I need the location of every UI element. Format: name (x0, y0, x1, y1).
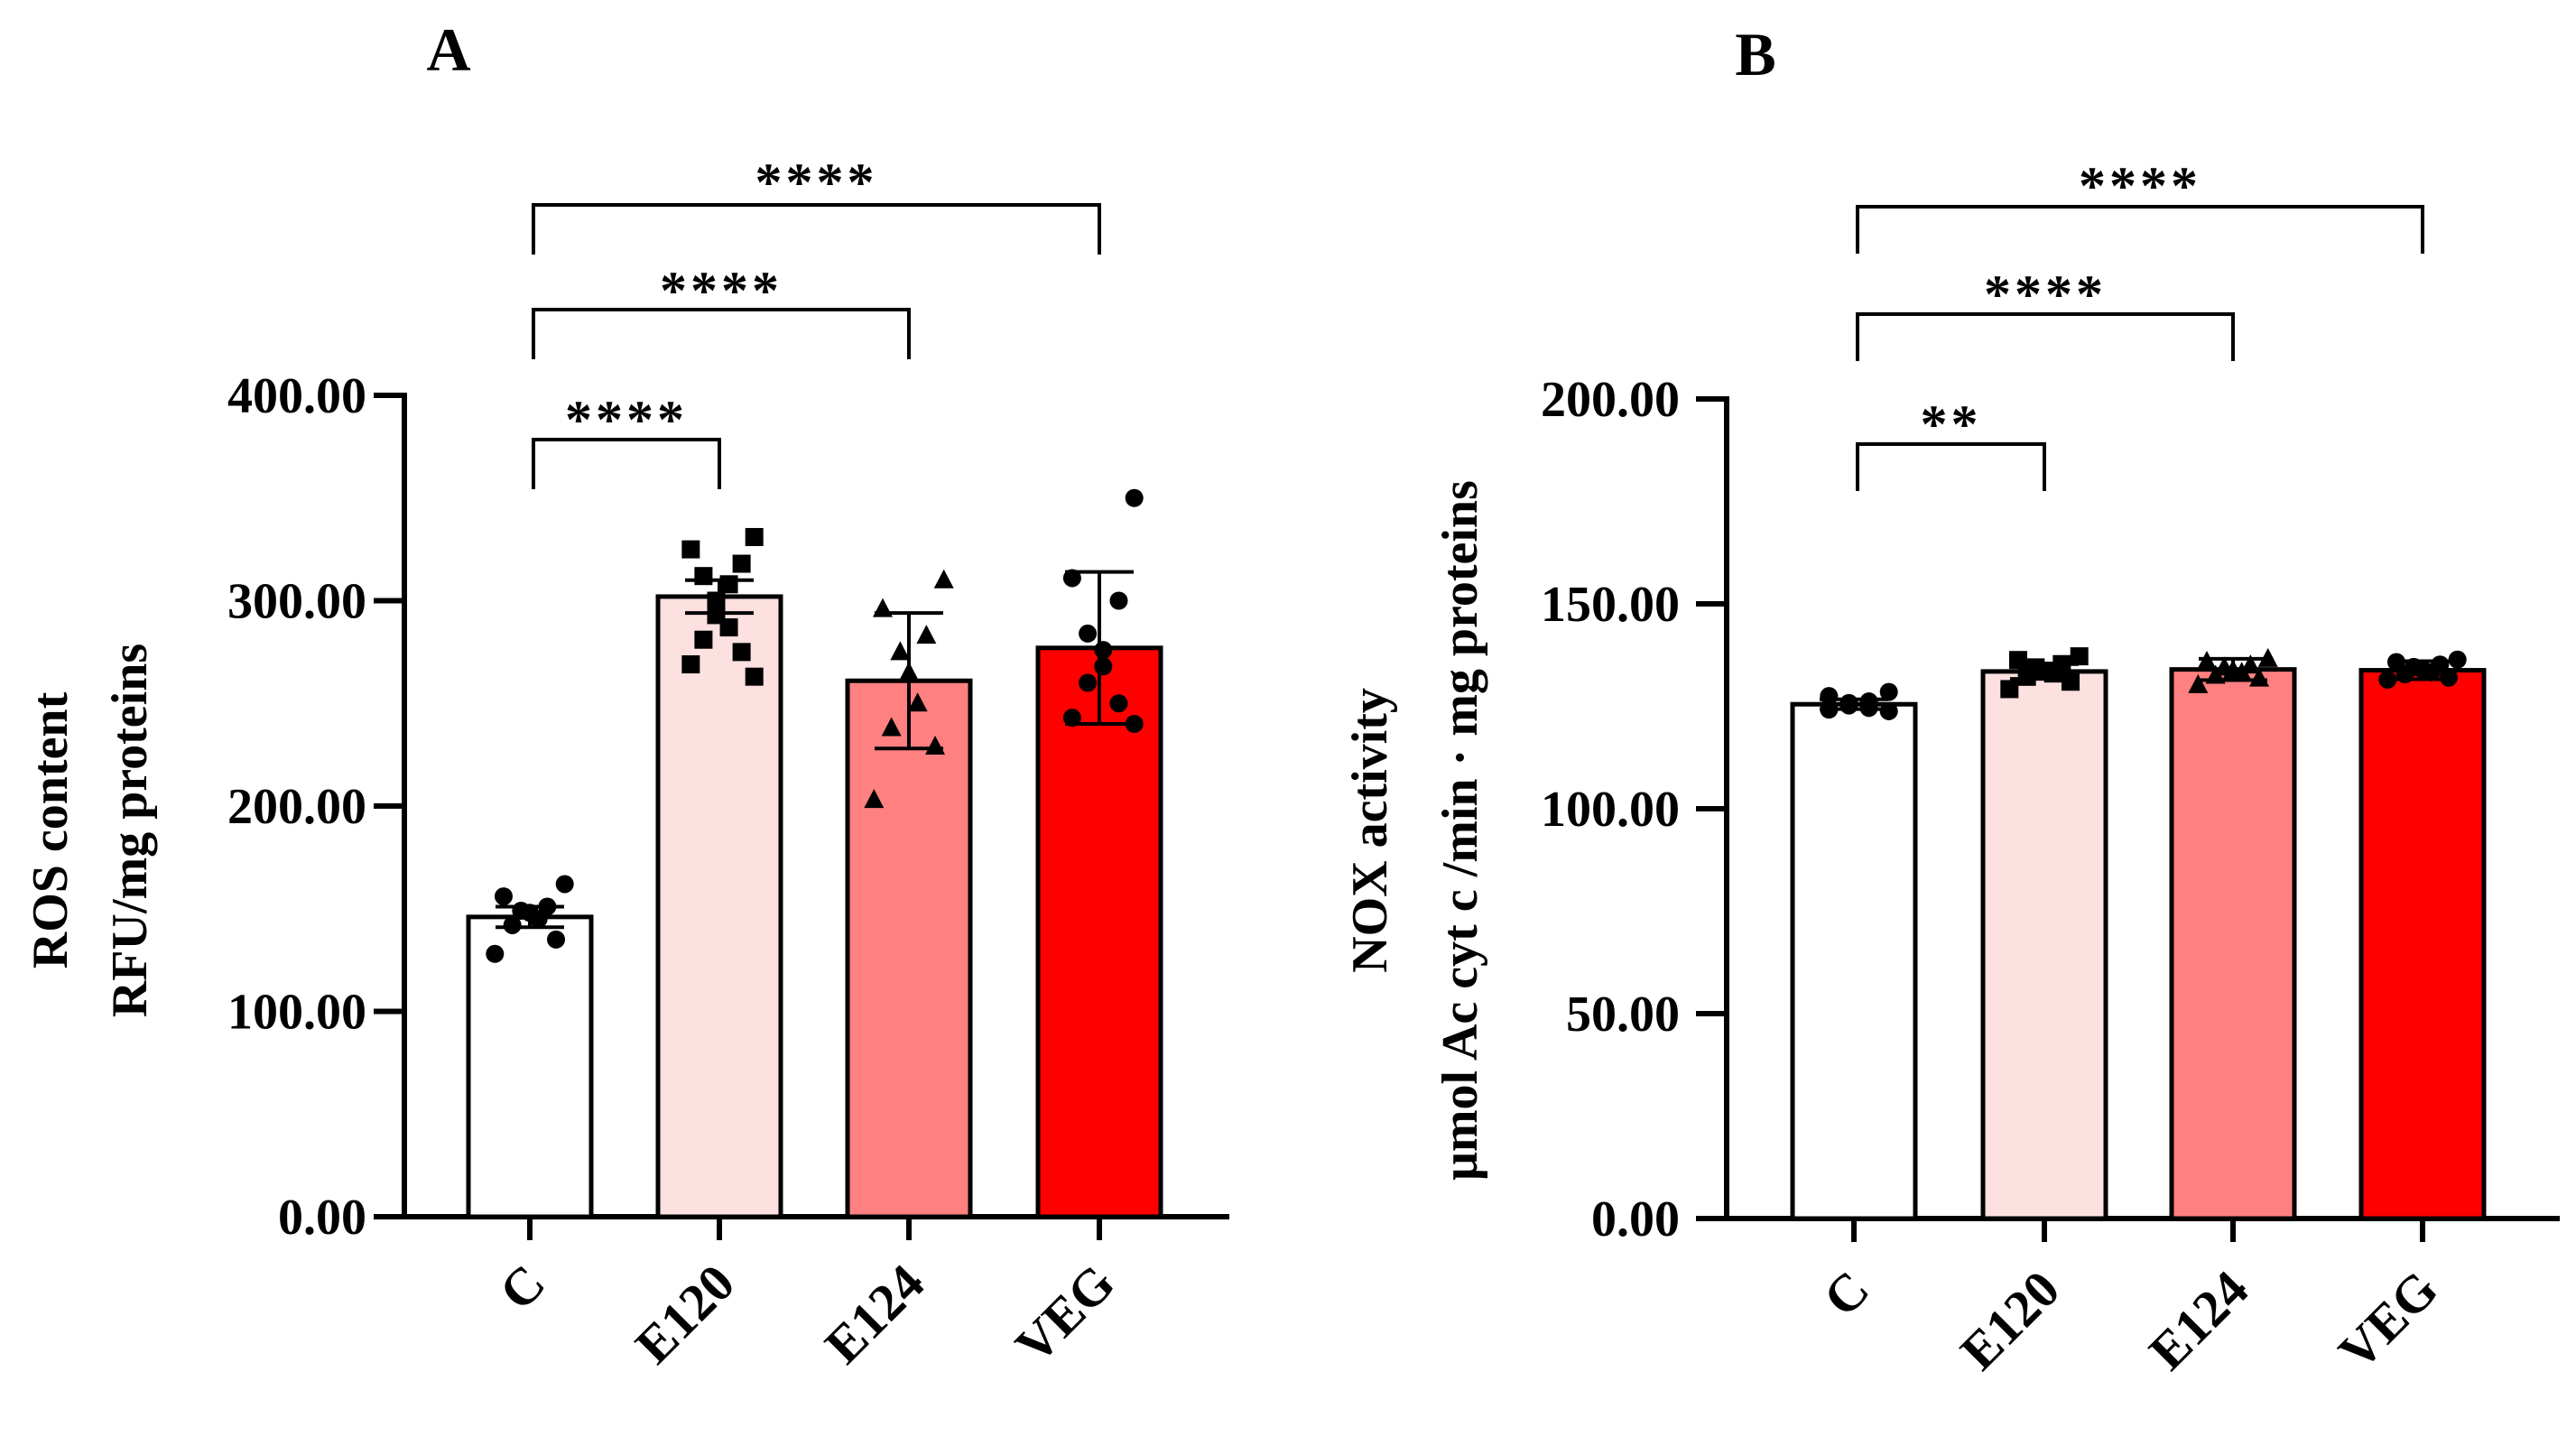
category-label: E120 (624, 1253, 746, 1375)
data-point-marker (503, 915, 522, 934)
data-point-marker (1879, 682, 1898, 701)
significance-label: **** (660, 261, 783, 320)
data-point-marker (881, 717, 902, 737)
significance-label: **** (755, 153, 878, 212)
data-point-marker (1109, 591, 1128, 610)
data-point-marker (1094, 641, 1113, 660)
data-point-marker (1109, 694, 1128, 713)
category-label: C (1812, 1259, 1881, 1328)
category-label: C (488, 1253, 557, 1321)
y-tick-label: 100.00 (1541, 782, 1680, 838)
data-point-marker (2231, 662, 2252, 681)
panel-a-chart: A 0.00 100.00 200.00 300.00 400.00 ROS content… (23, 15, 1229, 1375)
bar (2358, 668, 2487, 1221)
data-point-marker (486, 944, 505, 963)
significance-bracket (1856, 442, 2046, 491)
data-point-marker (555, 875, 574, 894)
category-label: E120 (1949, 1259, 2071, 1381)
y-tick-label: 300.00 (227, 574, 366, 630)
y-tick-label: 50.00 (1566, 987, 1680, 1043)
data-point-marker (890, 641, 911, 661)
data-point-marker (2000, 680, 2019, 699)
data-point-marker (2257, 647, 2278, 667)
data-point-marker (745, 667, 764, 686)
data-point-marker (681, 655, 700, 674)
significance-bracket (1856, 312, 2235, 361)
bar (845, 678, 973, 1219)
y-tick-label: 200.00 (1541, 372, 1680, 428)
panel-letter: B (1735, 20, 1775, 88)
data-point-marker (933, 569, 954, 589)
bar (655, 594, 783, 1219)
data-point-marker (1094, 657, 1113, 676)
category-label: VEG (2327, 1259, 2449, 1381)
bar (466, 914, 594, 1219)
y-axis-label: ROS content (23, 691, 79, 969)
data-point-marker (681, 540, 700, 559)
data-point-marker (719, 575, 738, 594)
data-point-marker (694, 567, 713, 586)
panel-letter: A (426, 15, 470, 84)
significance-bracket (1856, 205, 2424, 254)
data-point-marker (2062, 672, 2080, 691)
data-point-marker (1125, 488, 1144, 507)
significance-label: **** (1984, 264, 2107, 324)
data-point-marker (719, 618, 738, 637)
significance-bracket (532, 203, 1101, 255)
y-tick-label: 200.00 (227, 779, 366, 835)
data-point-marker (1879, 701, 1898, 720)
data-point-marker (732, 643, 751, 662)
data-point-marker (1125, 715, 1144, 733)
significance-bracket (532, 308, 911, 359)
significance-label: ** (1921, 394, 1982, 454)
data-point-marker (1079, 624, 1098, 643)
data-point-marker (2422, 663, 2441, 681)
bar (1035, 645, 1163, 1219)
data-point-marker (2070, 647, 2089, 666)
significance-label: **** (2079, 156, 2201, 216)
bar (2169, 667, 2297, 1221)
y-axis-label: RFU/mg proteins (102, 644, 158, 1017)
y-axis-label: μmol Ac cyt c /min · mg proteins (1432, 480, 1488, 1181)
data-point-marker (916, 625, 937, 644)
y-tick-label: 150.00 (1541, 577, 1680, 633)
category-label: E124 (813, 1253, 935, 1375)
significance-label: **** (565, 390, 688, 450)
data-point-marker (529, 910, 548, 929)
y-tick-label: 0.00 (278, 1190, 366, 1246)
data-point-marker (2188, 673, 2209, 693)
y-tick-label: 0.00 (1591, 1191, 1680, 1247)
y-tick-label: 100.00 (227, 985, 366, 1041)
data-point-marker (864, 789, 885, 809)
data-point-marker (732, 554, 751, 573)
panel-b-chart: B 0.00 50.00 100.00 150.00 200.00 NOX activity… (1342, 20, 2560, 1381)
category-label: E124 (2137, 1259, 2259, 1381)
significance-bracket (532, 438, 721, 489)
data-point-marker (1079, 673, 1098, 692)
data-point-marker (494, 887, 513, 906)
bar (1790, 701, 1918, 1221)
y-tick-label: 400.00 (227, 368, 366, 424)
data-point-marker (2448, 650, 2467, 669)
category-label: VEG (1004, 1253, 1126, 1375)
data-point-marker (2378, 670, 2397, 689)
data-point-marker (547, 930, 566, 949)
data-point-marker (745, 527, 764, 546)
data-point-marker (694, 630, 713, 649)
y-axis-label: NOX activity (1342, 688, 1398, 973)
bar (1980, 669, 2108, 1221)
data-point-marker (907, 692, 928, 712)
data-point-marker (2008, 651, 2027, 670)
